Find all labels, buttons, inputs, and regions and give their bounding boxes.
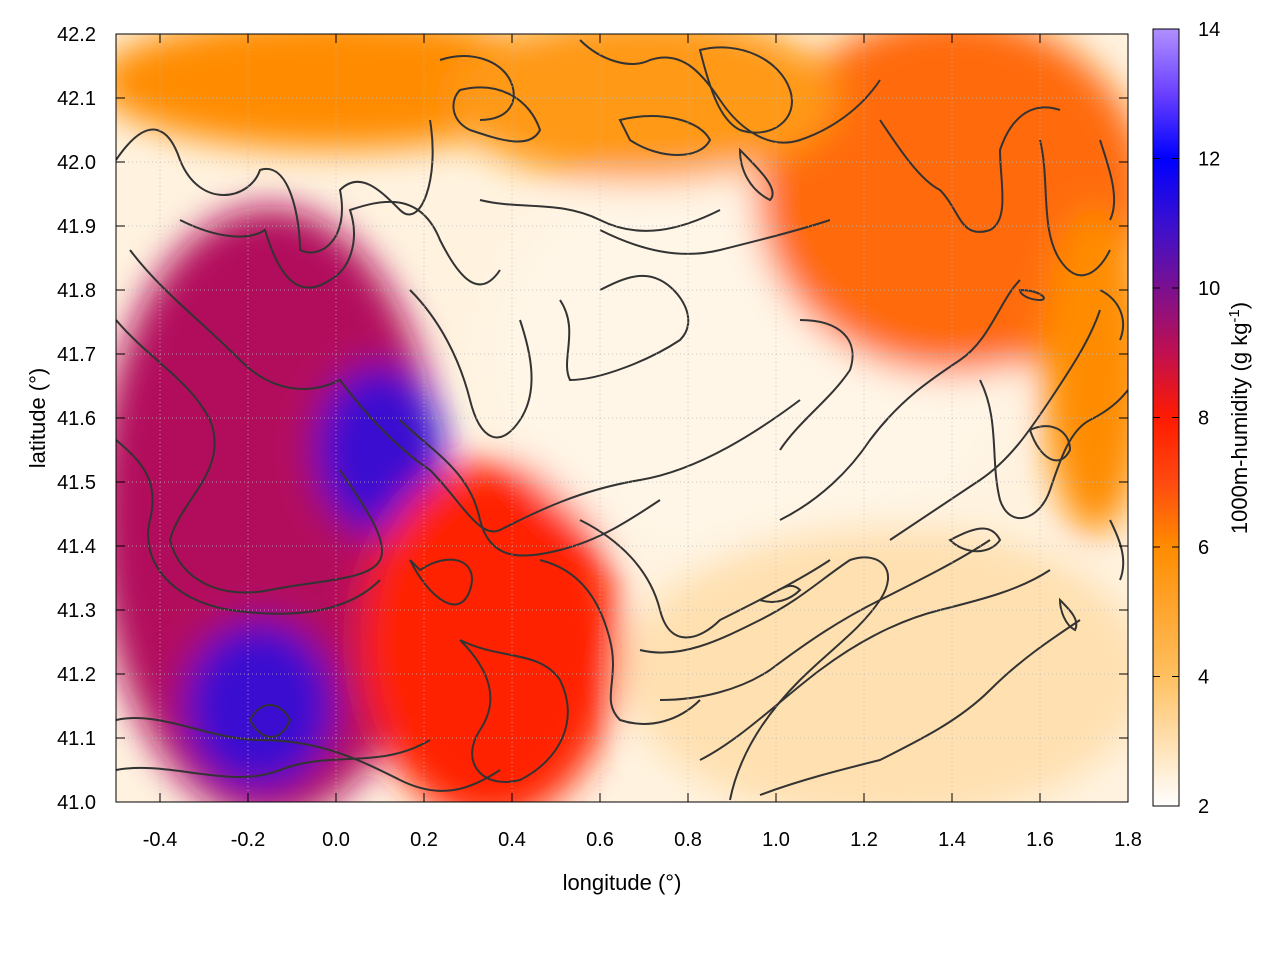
x-tick-label: 0.6 [586, 829, 614, 851]
contour-line [116, 739, 431, 778]
contour-line [738, 147, 774, 202]
colorbar-title-exponent: -1 [1226, 309, 1243, 322]
y-tick-label: 41.3 [57, 600, 96, 622]
x-tick-label: 0.2 [410, 829, 438, 851]
x-axis-title: longitude (°) [563, 870, 682, 895]
contour-line [698, 46, 793, 134]
contour-line [1058, 597, 1078, 632]
contour-line [889, 309, 1101, 541]
contour-line [399, 419, 661, 557]
contour-line [618, 115, 712, 156]
contour-lines [116, 39, 1128, 801]
contour-line [1039, 139, 1111, 277]
contour-line [459, 639, 569, 783]
contour-line [559, 274, 690, 382]
colorbar-tick-label: 4 [1198, 667, 1209, 689]
contour-line [116, 716, 501, 792]
contour-line [452, 86, 542, 143]
x-tick-label: 1.6 [1026, 829, 1054, 851]
contour-line [759, 619, 1081, 796]
contour-line [116, 319, 383, 594]
contour-line [479, 199, 721, 232]
colorbar-tick-label: 2 [1198, 796, 1209, 818]
colorbar-tick-label: 12 [1198, 149, 1220, 171]
y-tick-label: 41.4 [57, 536, 96, 558]
y-tick-label: 42.2 [57, 24, 96, 46]
colorbar-title-end: ) [1227, 302, 1252, 309]
colorbar-tick-label: 6 [1198, 537, 1209, 559]
contour-line [599, 219, 831, 255]
y-tick-label: 41.8 [57, 280, 96, 302]
y-tick-label: 42.0 [57, 152, 96, 174]
x-tick-label: 0.0 [322, 829, 350, 851]
contour-line [1018, 288, 1045, 302]
colorbar-tick-label: 8 [1198, 408, 1209, 430]
x-tick-label: 1.2 [850, 829, 878, 851]
contour-line [1109, 519, 1125, 581]
colorbar-tick-label: 14 [1198, 19, 1220, 41]
contour-line [116, 439, 381, 615]
contour-line [409, 289, 533, 439]
field-region-moist-center [360, 462, 620, 802]
contour-line [579, 39, 881, 144]
contour-line [248, 704, 292, 738]
contour-line [879, 106, 1061, 233]
colorbar-title-main: 1000m-humidity (g kg [1227, 323, 1252, 535]
field-region-blue-core-south [184, 622, 334, 790]
y-tick-label: 41.0 [57, 792, 96, 814]
x-tick-label: -0.2 [231, 829, 265, 851]
colorbar-ticks: 2 4 6 8 10 12 14 [1153, 19, 1220, 818]
field-region-moist-north-patch [448, 34, 840, 182]
y-tick-label: 41.6 [57, 408, 96, 430]
field-region-moist-northeast [756, 34, 1128, 374]
contour-line [1099, 289, 1125, 341]
contour-line [1028, 425, 1072, 462]
x-tick-label: 1.4 [938, 829, 966, 851]
contour-line [779, 279, 1021, 521]
x-tick-label: 0.4 [498, 829, 526, 851]
x-tick-label: 0.8 [674, 829, 702, 851]
y-axis-title: latitude (°) [25, 368, 50, 469]
y-tick-label: 42.1 [57, 88, 96, 110]
y-axis-ticks: 41.0 41.1 41.2 41.3 41.4 41.5 41.6 41.7 41.8 41.9… [57, 24, 1128, 814]
contour-line [179, 200, 501, 289]
contour-line [129, 249, 801, 533]
colorbar: 2 4 6 8 10 12 14 1000m-humidity (g kg-1) [1152, 19, 1253, 818]
x-tick-label: 1.8 [1114, 829, 1142, 851]
y-tick-label: 41.1 [57, 728, 96, 750]
contour-line [779, 319, 854, 451]
contour-line [639, 556, 890, 801]
field-region-blue-core-north [316, 366, 444, 534]
y-tick-label: 41.5 [57, 472, 96, 494]
contour-line [1099, 139, 1116, 221]
contour-line [659, 539, 991, 701]
contour-line [948, 527, 1002, 553]
contour-line [116, 119, 434, 254]
heatmap-field [116, 34, 1128, 802]
x-axis-ticks: -0.4 -0.2 0.0 0.2 0.4 0.6 0.8 1.0 1.2 1.4 1.6 1.8 [143, 34, 1142, 851]
x-tick-label: 1.0 [762, 829, 790, 851]
x-tick-label: -0.4 [143, 829, 177, 851]
contour-line [409, 558, 473, 606]
grid [116, 34, 1128, 802]
colorbar-title: 1000m-humidity (g kg-1) [1226, 302, 1253, 534]
field-region-dry-southeast [624, 526, 1128, 802]
contour-line [539, 559, 701, 725]
contour-line [757, 584, 802, 603]
contour-line [439, 55, 515, 121]
colorbar-tick-label: 10 [1198, 278, 1220, 300]
contour-line [979, 379, 1128, 520]
y-tick-label: 41.9 [57, 216, 96, 238]
y-tick-label: 41.2 [57, 664, 96, 686]
y-tick-label: 41.7 [57, 344, 96, 366]
contour-line [699, 569, 1051, 761]
